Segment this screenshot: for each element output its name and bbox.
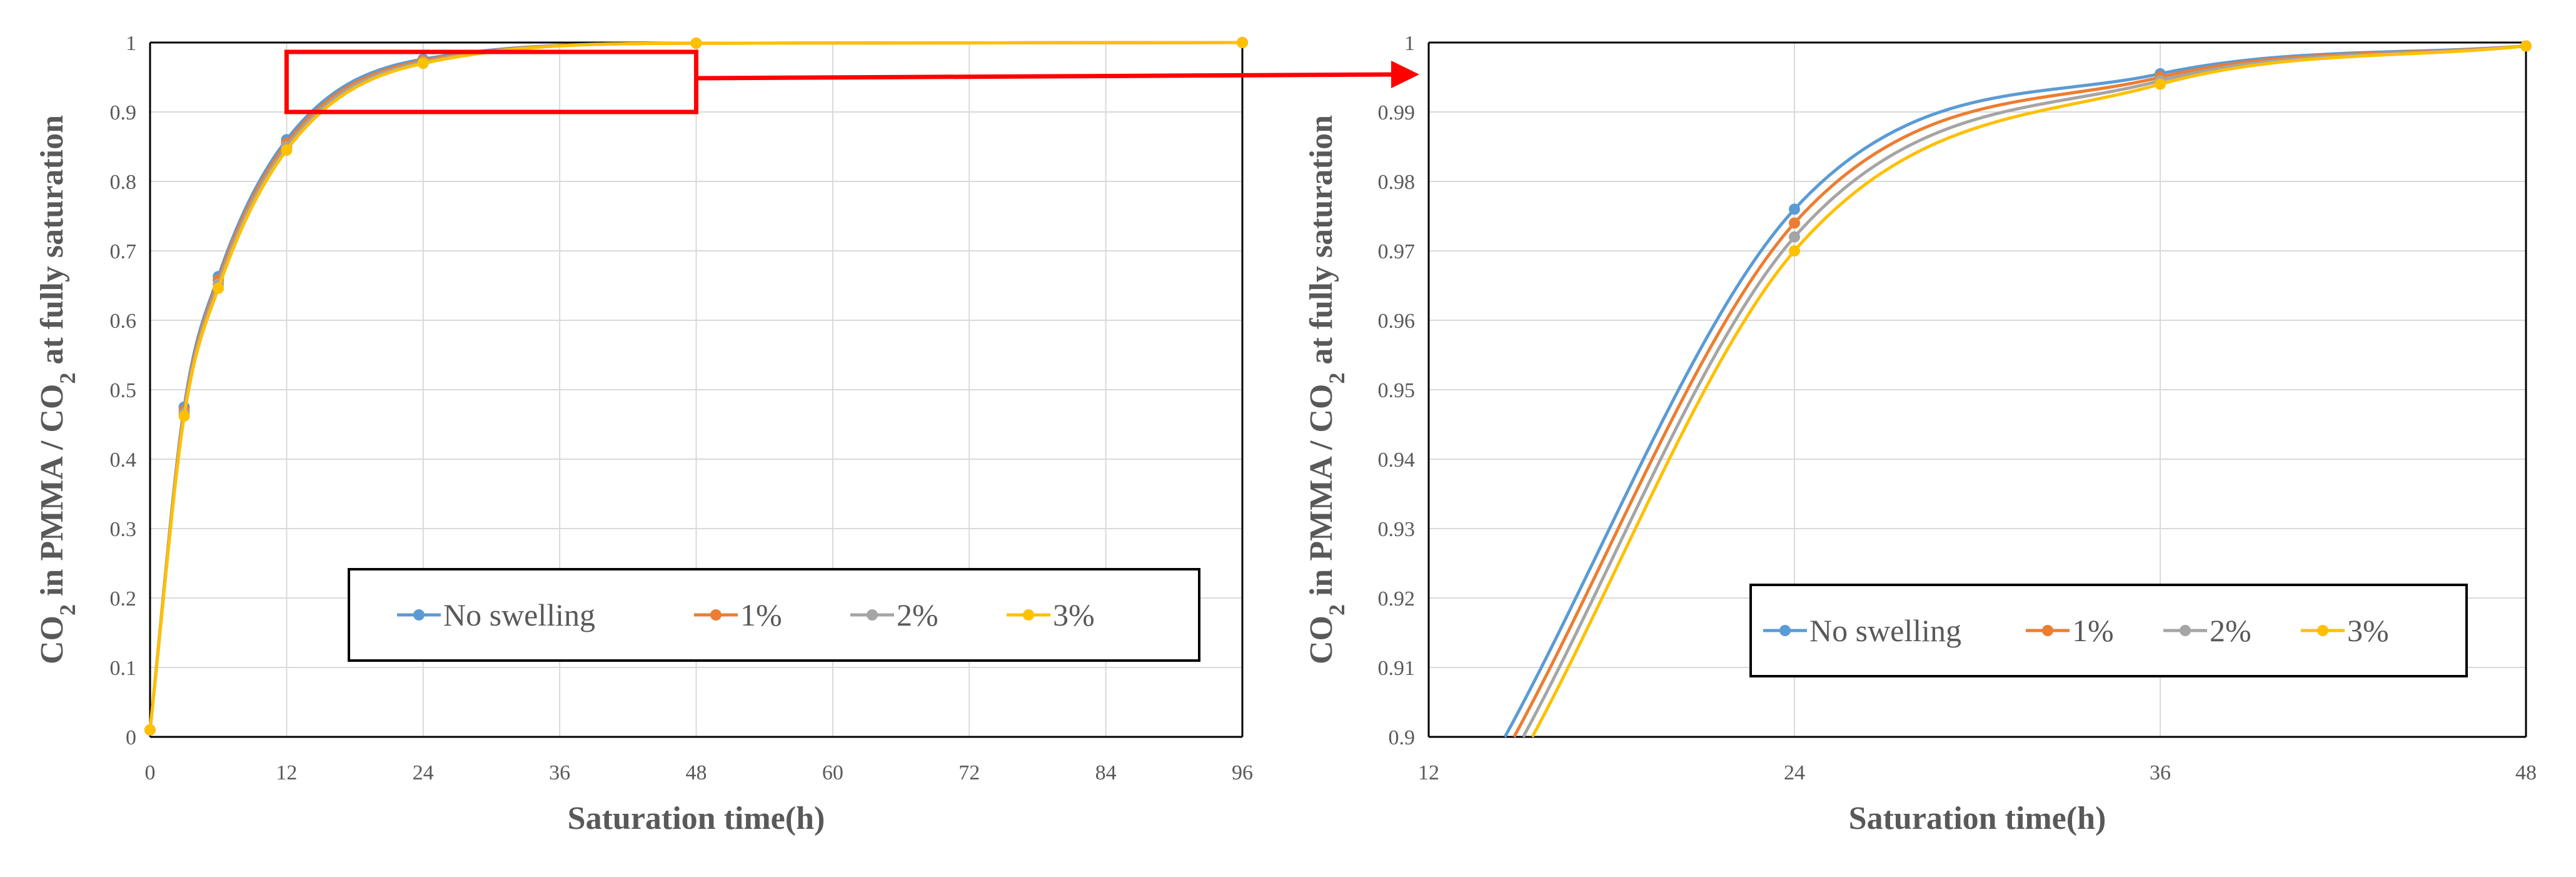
legend-label: 2% — [2210, 613, 2251, 648]
x-tick-label: 96 — [1232, 761, 1253, 784]
zoom-box — [284, 49, 698, 114]
data-point — [690, 38, 702, 49]
subscript: 2 — [1324, 373, 1349, 384]
legend-item: No swelling — [1763, 613, 1961, 648]
y-axis-title-part: in PMMA / CO — [34, 384, 70, 604]
y-tick-label: 1 — [1404, 32, 1415, 55]
x-tick-label: 12 — [276, 761, 297, 784]
x-tick-label: 36 — [549, 761, 570, 784]
y-tick-label: 0 — [126, 726, 136, 749]
subscript: 2 — [55, 604, 80, 616]
x-tick-label: 0 — [145, 761, 156, 784]
x-tick-label: 84 — [1095, 761, 1117, 784]
x-tick-label: 12 — [1418, 761, 1439, 784]
y-tick-label: 0.94 — [1378, 449, 1416, 472]
y-axis-title-part: CO — [1304, 616, 1339, 664]
x-axis-title: Saturation time(h) — [568, 801, 825, 836]
y-tick-label: 0.93 — [1378, 518, 1416, 541]
legend-item: 1% — [694, 597, 782, 632]
y-tick-label: 0.97 — [1378, 240, 1416, 263]
chart-1: 0 0.1 0.2 0.3 0.4 0.5 0.6 0.7 0.8 0.9 1 0 12 24 36 48 60… — [34, 32, 1253, 836]
y-tick-label: 0.8 — [110, 171, 137, 194]
legend-marker — [710, 609, 722, 621]
legend: No swelling 1% 2% 3% — [348, 568, 1200, 662]
data-point — [281, 144, 293, 156]
x-tick-label: 36 — [2150, 761, 2171, 784]
x-axis-title: Saturation time(h) — [1849, 801, 2106, 836]
x-tick-label: 60 — [822, 761, 843, 784]
data-point — [2520, 40, 2532, 52]
y-tick-label: 0.95 — [1378, 379, 1416, 402]
zoom-arrow-head — [1391, 61, 1419, 88]
legend-item: 2% — [850, 597, 938, 632]
legend-marker — [413, 609, 425, 621]
data-point — [178, 410, 190, 422]
x-tick-label: 24 — [413, 761, 434, 784]
legend-item: 2% — [2163, 613, 2251, 648]
data-point — [1789, 203, 1800, 215]
y-tick-label: 1 — [126, 32, 136, 55]
series-line — [1531, 44, 2527, 738]
y-tick-label: 0.3 — [110, 518, 137, 541]
legend-label: 1% — [740, 597, 782, 632]
data-point — [1789, 245, 1800, 256]
data-point — [2155, 78, 2166, 90]
legend-item: 3% — [2301, 613, 2389, 648]
x-tick-label: 48 — [2515, 761, 2537, 784]
y-tick-label: 0.98 — [1378, 171, 1416, 194]
data-point — [1789, 217, 1800, 229]
zoom-arrow-line — [696, 72, 1401, 81]
legend-label: 1% — [2072, 613, 2114, 648]
legend-item: No swelling — [397, 597, 595, 632]
chart-2: 0.9 0.91 0.92 0.93 0.94 0.95 0.96 0.97 0.98 0.99 1… — [1304, 32, 2537, 836]
y-tick-label: 0.6 — [110, 310, 137, 333]
legend-marker — [1023, 609, 1034, 621]
y-axis-title-part: CO — [34, 616, 70, 664]
data-point — [144, 724, 156, 736]
y-tick-label: 0.99 — [1378, 101, 1416, 124]
y-tick-label: 0.2 — [110, 587, 137, 611]
legend-marker — [867, 609, 878, 621]
legend-box — [348, 568, 1200, 662]
x-tick-label: 72 — [958, 761, 980, 784]
y-tick-label: 0.96 — [1378, 310, 1416, 333]
subscript: 2 — [55, 373, 80, 384]
x-tick-label: 48 — [686, 761, 707, 784]
legend-label: No swelling — [1809, 613, 1961, 648]
data-point — [1237, 37, 1248, 48]
legend-label: 3% — [2347, 613, 2389, 648]
y-axis-title-part: at fully saturation — [34, 115, 70, 373]
y-axis-title-part: at fully saturation — [1304, 115, 1339, 373]
series-line — [148, 41, 1243, 731]
legend-label: 2% — [897, 597, 938, 632]
legend-marker — [2317, 625, 2328, 636]
y-tick-label: 0.7 — [110, 240, 137, 263]
x-tick-label: 24 — [1784, 761, 1805, 784]
legend-label: No swelling — [443, 597, 595, 632]
y-tick-label: 0.9 — [110, 101, 137, 124]
y-tick-label: 0.4 — [110, 449, 137, 472]
legend-marker — [2042, 625, 2053, 636]
y-axis-title: CO2 in PMMA / CO2 at fully saturation — [1304, 115, 1349, 664]
y-tick-label: 0.92 — [1378, 587, 1416, 611]
legend-label: 3% — [1053, 597, 1095, 632]
legend-box — [1749, 584, 2468, 677]
legend-item: 3% — [1007, 597, 1095, 632]
data-point — [213, 282, 224, 294]
subscript: 2 — [1324, 604, 1349, 616]
y-tick-label: 0.9 — [1389, 726, 1416, 749]
legend: No swelling 1% 2% 3% — [1749, 584, 2468, 677]
y-tick-label: 0.5 — [110, 379, 137, 402]
y-tick-label: 0.91 — [1378, 657, 1416, 680]
legend-marker — [1779, 625, 1791, 636]
data-point — [417, 58, 429, 69]
legend-item: 1% — [2026, 613, 2114, 648]
y-axis-title: CO2 in PMMA / CO2 at fully saturation — [34, 115, 80, 664]
legend-marker — [2180, 625, 2191, 636]
y-axis-title-part: in PMMA / CO — [1304, 384, 1339, 604]
y-tick-label: 0.1 — [110, 657, 137, 680]
data-point — [1789, 231, 1800, 243]
